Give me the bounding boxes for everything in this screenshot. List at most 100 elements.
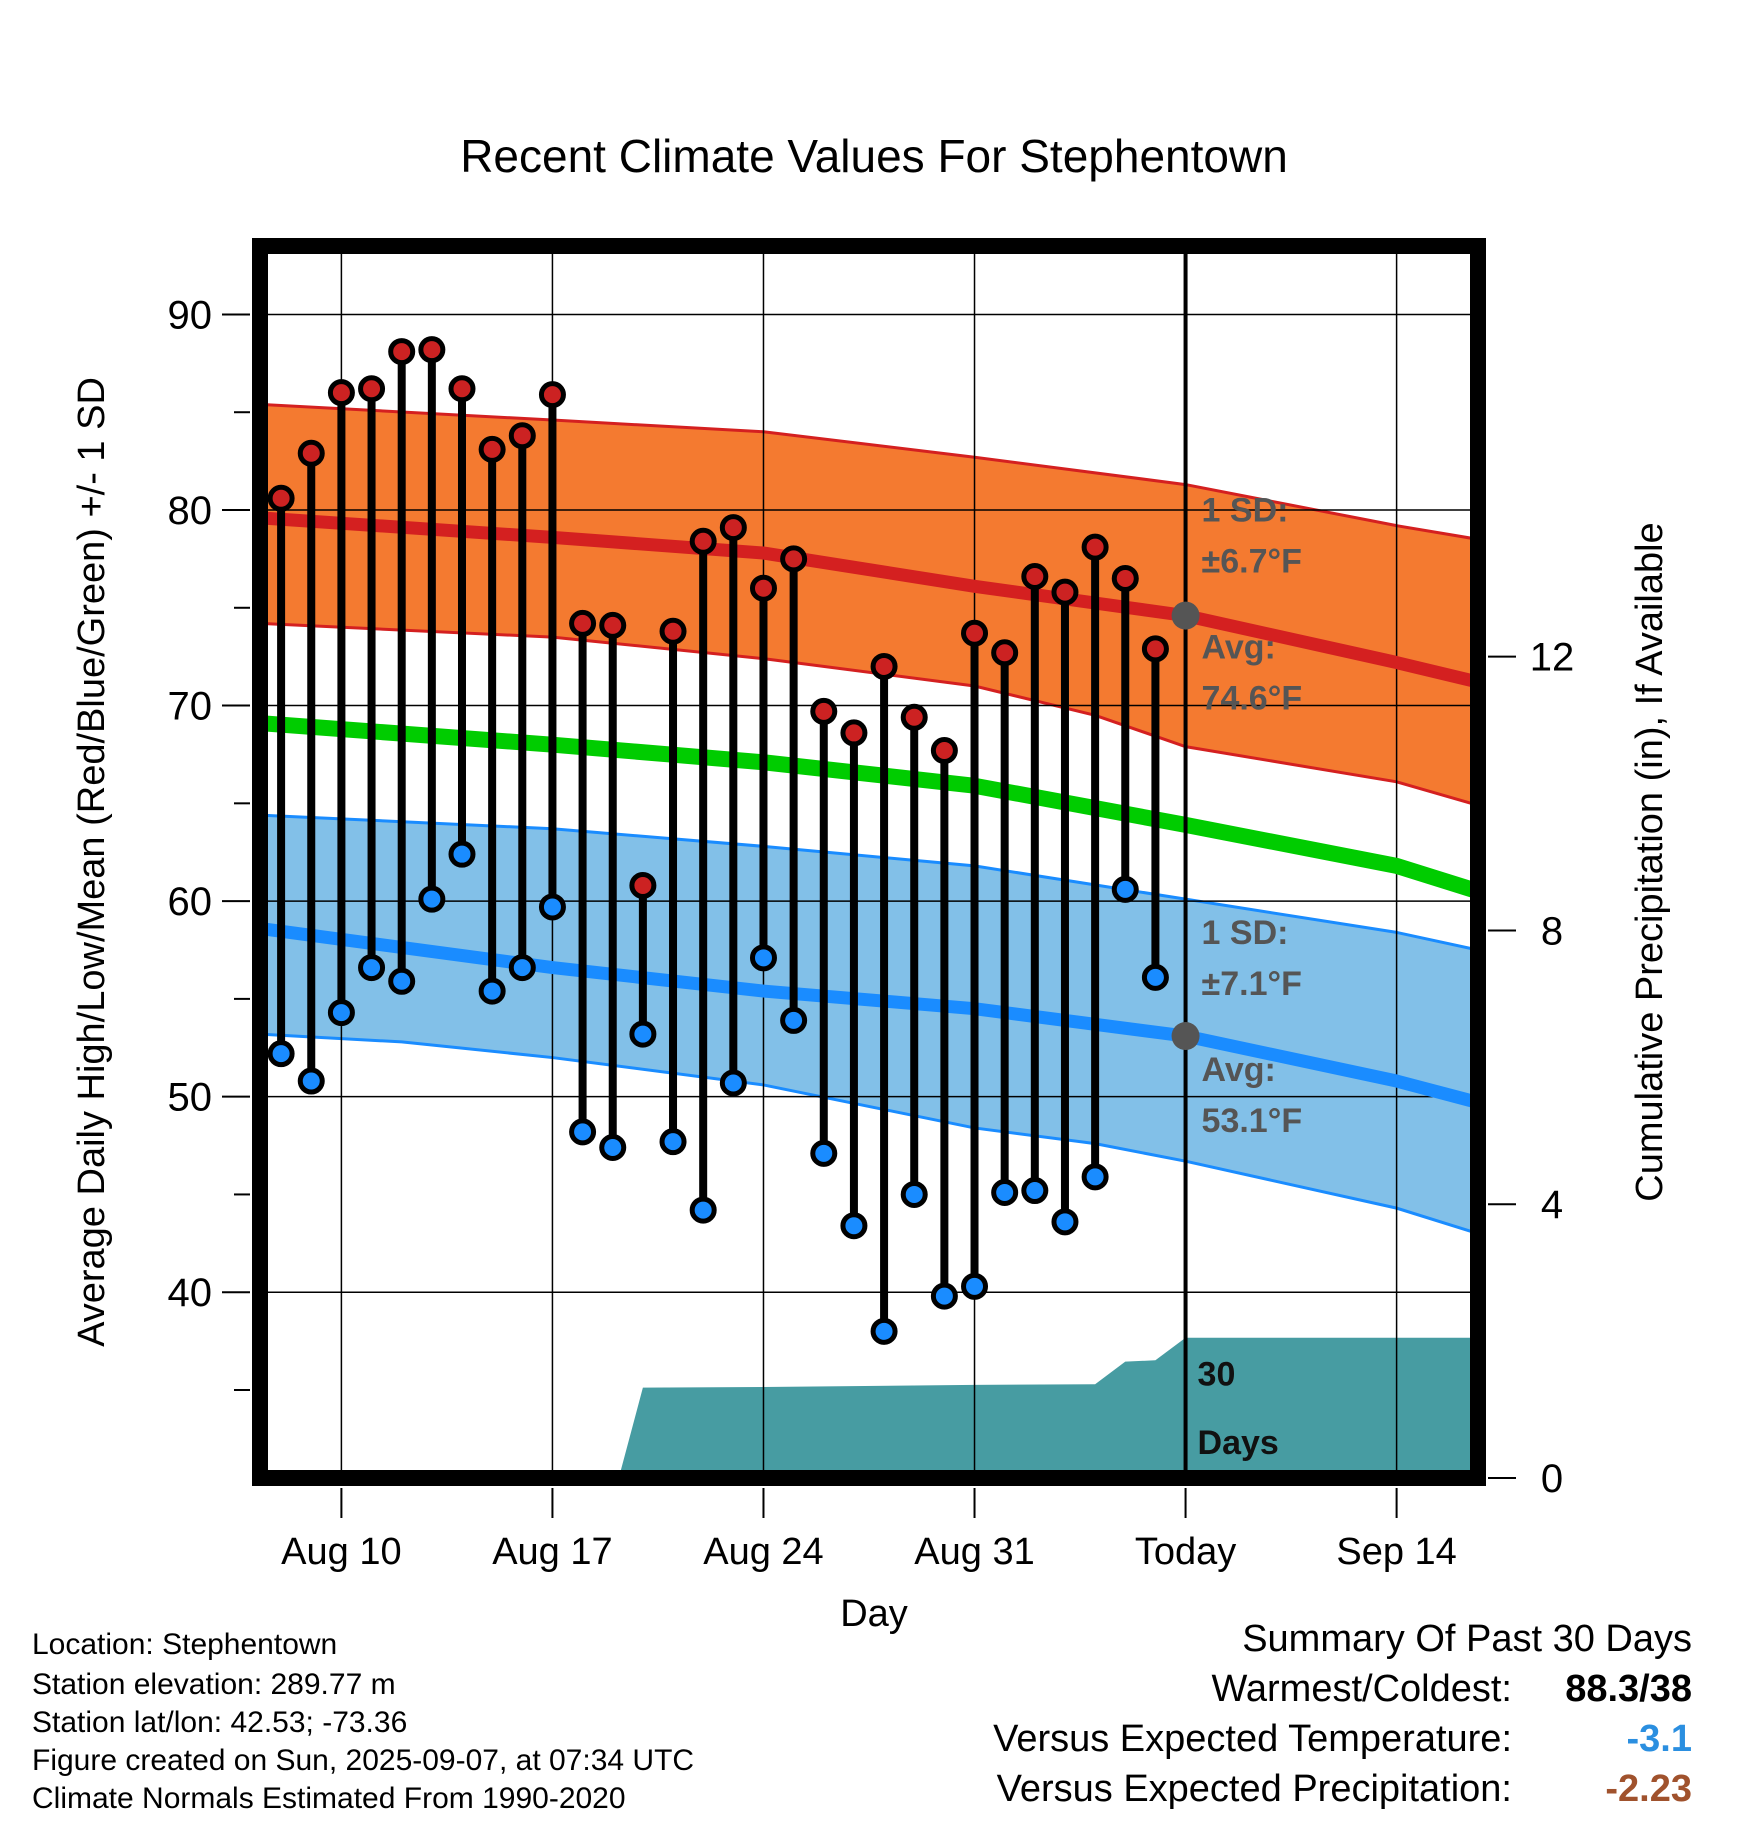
footer-location: Location: Stephentown: [32, 1628, 338, 1661]
daily-low-marker: [1051, 1208, 1079, 1236]
daily-low-marker: [388, 967, 416, 995]
daily-low-marker: [689, 1196, 717, 1224]
daily-low-marker: [358, 954, 386, 982]
summary-warmest-value: 88.3/38: [1565, 1668, 1692, 1710]
daily-high-marker: [1021, 562, 1049, 590]
daily-low-marker: [1111, 875, 1139, 903]
high-sd-band: [260, 404, 1478, 806]
x-tick-label: Aug 10: [281, 1531, 401, 1573]
daily-low-marker: [870, 1317, 898, 1345]
y-tick-label-left: 50: [168, 1076, 213, 1120]
y-tick-label-left: 80: [168, 489, 213, 533]
daily-low-marker: [810, 1139, 838, 1167]
low-avg-value: 53.1°F: [1202, 1102, 1303, 1140]
daily-low-marker: [629, 1020, 657, 1048]
daily-low-marker: [297, 1067, 325, 1095]
x-tick-label: Today: [1135, 1531, 1236, 1573]
daily-high-marker: [659, 617, 687, 645]
daily-low-marker: [780, 1006, 808, 1034]
low-avg-label: Avg:: [1202, 1051, 1276, 1089]
daily-low-marker: [749, 944, 777, 972]
daily-low-marker: [478, 977, 506, 1005]
summary-temp-row: Versus Expected Temperature: -3.1: [993, 1718, 1692, 1761]
daily-high-marker: [448, 375, 476, 403]
daily-low-marker: [569, 1118, 597, 1146]
high-sd-value: ±6.7°F: [1202, 543, 1302, 581]
daily-low-marker: [1141, 963, 1169, 991]
summary-precip-label: Versus Expected Precipitation:: [996, 1768, 1512, 1810]
summary-precip-value: -2.23: [1605, 1768, 1692, 1810]
footer-latlon: Station lat/lon: 42.53; -73.36: [32, 1706, 408, 1739]
daily-high-marker: [870, 652, 898, 680]
daily-low-marker: [448, 840, 476, 868]
daily-high-marker: [1081, 533, 1109, 561]
y-tick-label-right: 12: [1530, 636, 1575, 680]
chart-title: Recent Climate Values For Stephentown: [460, 130, 1288, 182]
daily-low-marker: [659, 1128, 687, 1156]
daily-high-marker: [508, 422, 536, 450]
daily-low-marker: [418, 885, 446, 913]
high-avg-value: 74.6°F: [1202, 679, 1303, 717]
x-tick-label: Sep 14: [1336, 1531, 1456, 1573]
daily-high-marker: [629, 871, 657, 899]
summary-precip-row: Versus Expected Precipitation: -2.23: [997, 1768, 1692, 1811]
daily-low-marker: [538, 893, 566, 921]
daily-high-marker: [780, 545, 808, 573]
daily-low-marker: [327, 999, 355, 1027]
daily-low-marker: [991, 1178, 1019, 1206]
daily-high-marker: [599, 611, 627, 639]
y-tick-label-right: 4: [1541, 1183, 1563, 1227]
footer-created: Figure created on Sun, 2025-09-07, at 07…: [32, 1744, 695, 1777]
daily-high-marker: [297, 439, 325, 467]
precip-area: [618, 1337, 1478, 1478]
plot-frame: [252, 238, 1486, 1486]
footer-normals: Climate Normals Estimated From 1990-2020: [32, 1782, 626, 1815]
daily-low-marker: [961, 1272, 989, 1300]
daily-high-marker: [900, 703, 928, 731]
daily-high-marker: [961, 619, 989, 647]
footer-elevation: Station elevation: 289.77 m: [32, 1668, 396, 1701]
summary-temp-label: Versus Expected Temperature:: [993, 1718, 1512, 1760]
y-tick-label-right: 0: [1541, 1457, 1563, 1501]
daily-high-marker: [569, 609, 597, 637]
daily-high-marker: [689, 527, 717, 555]
daily-high-marker: [1141, 635, 1169, 663]
summary-warmest-label: Warmest/Coldest:: [1211, 1668, 1512, 1710]
y-tick-label-left: 70: [168, 685, 213, 729]
daily-low-marker: [1081, 1163, 1109, 1191]
daily-high-marker: [1111, 564, 1139, 592]
y-tick-label-right: 8: [1541, 909, 1563, 953]
daily-high-marker: [267, 484, 295, 512]
x-tick-label: Aug 17: [492, 1531, 612, 1573]
today-low-avg-dot: [1171, 1022, 1200, 1051]
y-tick-label-left: 40: [168, 1271, 213, 1315]
precip-label-line2: Days: [1198, 1424, 1279, 1462]
x-tick-label: Aug 24: [703, 1531, 823, 1573]
daily-high-marker: [1051, 578, 1079, 606]
x-axis-label: Day: [840, 1593, 908, 1635]
y-axis-label-left: Average Daily High/Low/Mean (Red/Blue/Gr…: [71, 377, 113, 1347]
daily-low-marker: [599, 1134, 627, 1162]
daily-low-marker: [930, 1282, 958, 1310]
y-tick-label-left: 90: [168, 293, 213, 337]
daily-high-marker: [358, 375, 386, 403]
daily-high-marker: [418, 336, 446, 364]
daily-high-marker: [810, 697, 838, 725]
daily-low-marker: [719, 1069, 747, 1097]
y-tick-label-left: 60: [168, 880, 213, 924]
daily-high-marker: [719, 514, 747, 542]
daily-high-marker: [749, 574, 777, 602]
daily-high-marker: [327, 379, 355, 407]
summary-title: Summary Of Past 30 Days: [1242, 1618, 1692, 1660]
x-tick-label: Aug 31: [914, 1531, 1034, 1573]
high-sd-label: 1 SD:: [1202, 492, 1289, 530]
daily-low-marker: [267, 1040, 295, 1068]
today-high-avg-dot: [1171, 601, 1200, 630]
low-sd-label: 1 SD:: [1202, 914, 1289, 952]
precip-label-line1: 30: [1198, 1356, 1236, 1394]
daily-low-marker: [840, 1212, 868, 1240]
low-sd-band: [260, 815, 1478, 1234]
y-axis-label-right: Cumulative Precipitation (in), If Availa…: [1629, 522, 1671, 1201]
summary-warmest-row: Warmest/Coldest: 88.3/38: [1211, 1668, 1692, 1711]
